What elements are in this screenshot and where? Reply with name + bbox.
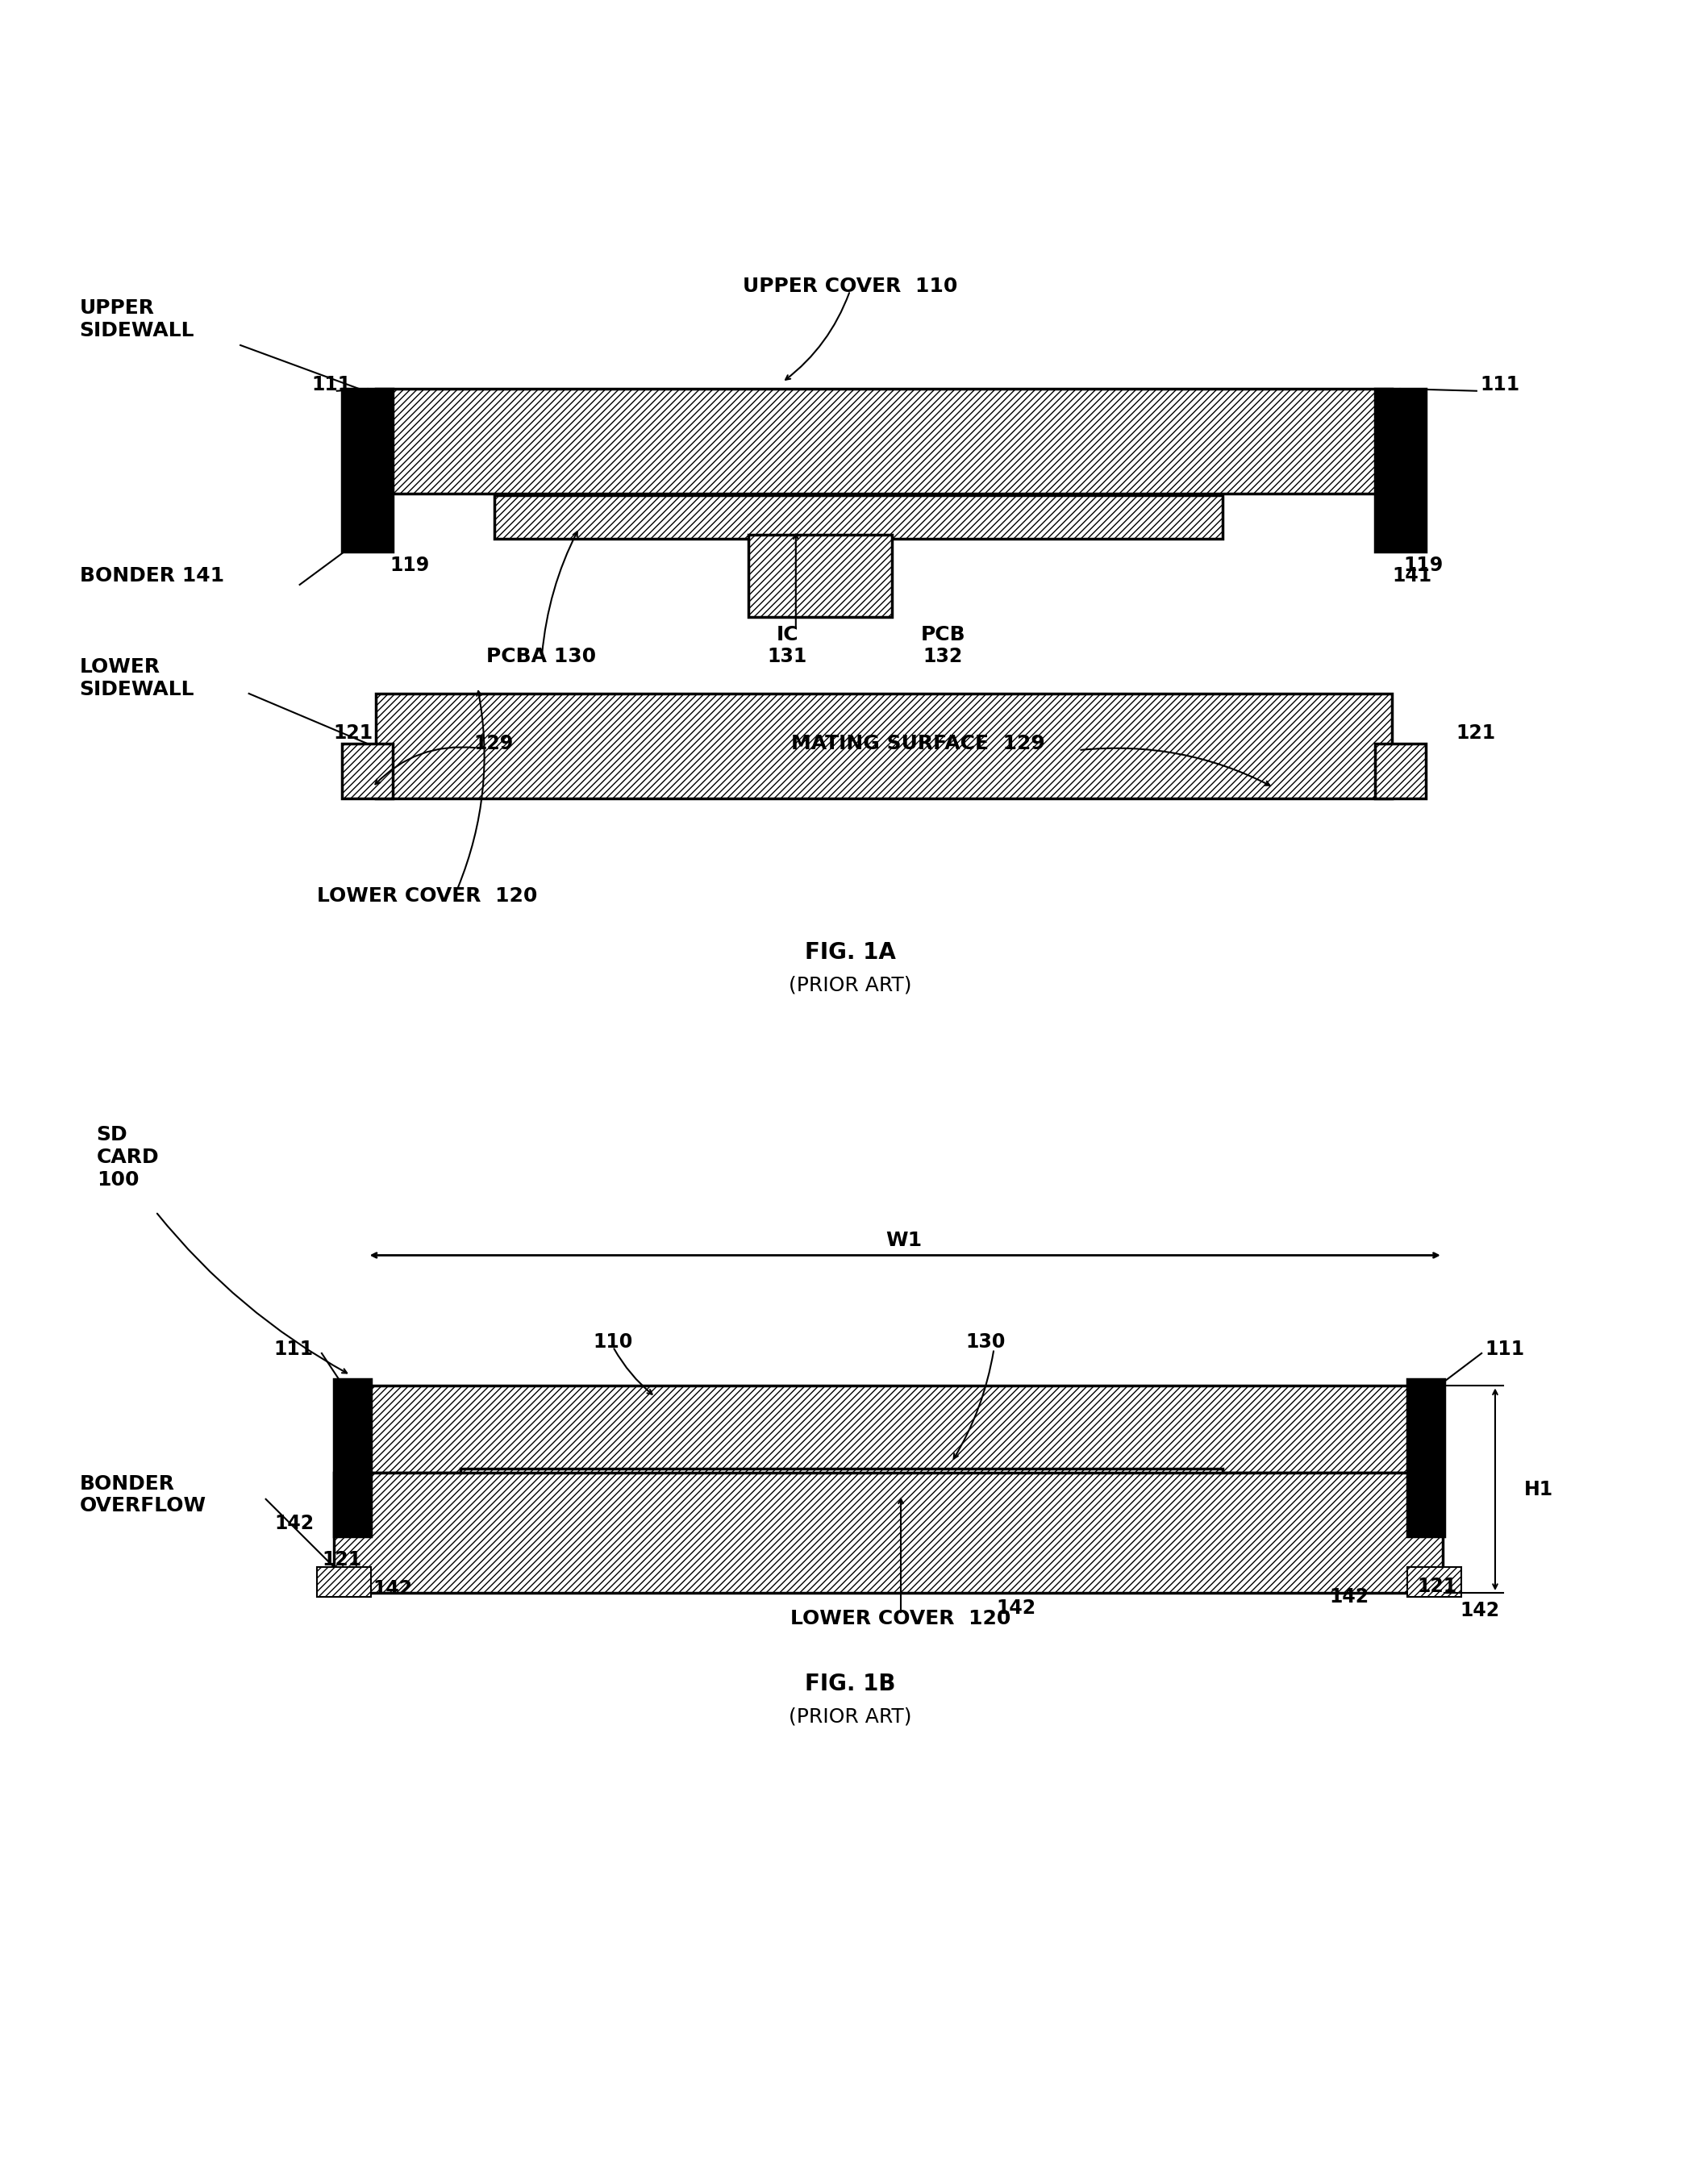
Text: 119: 119 <box>389 555 428 574</box>
Text: 110: 110 <box>593 1332 632 1352</box>
Text: 121: 121 <box>1457 723 1496 743</box>
Text: 111: 111 <box>274 1339 313 1358</box>
Text: W1: W1 <box>886 1230 923 1249</box>
Text: LOWER COVER  120: LOWER COVER 120 <box>316 887 537 906</box>
Text: 119: 119 <box>1404 555 1443 574</box>
Text: 111: 111 <box>1481 376 1520 393</box>
Text: LOWER COVER  120: LOWER COVER 120 <box>790 1610 1011 1629</box>
Bar <box>1408 1380 1445 1535</box>
Bar <box>748 535 892 618</box>
Bar <box>376 389 1392 494</box>
Text: H1: H1 <box>1523 1481 1554 1498</box>
Text: 111: 111 <box>1486 1339 1525 1358</box>
Text: UPPER COVER  110: UPPER COVER 110 <box>743 277 957 297</box>
Bar <box>333 1472 1443 1592</box>
Bar <box>495 496 1222 539</box>
Bar <box>1375 743 1426 797</box>
Bar <box>1408 1566 1462 1597</box>
Text: 142: 142 <box>1329 1588 1369 1607</box>
Bar <box>342 743 393 797</box>
Text: PCB: PCB <box>921 625 966 644</box>
Bar <box>376 695 1392 797</box>
Text: 129: 129 <box>474 734 513 753</box>
Bar <box>461 1468 1222 1498</box>
Text: 142: 142 <box>1460 1601 1499 1621</box>
Bar <box>367 1387 1409 1472</box>
Bar <box>1392 520 1418 553</box>
Text: MATING SURFACE  129: MATING SURFACE 129 <box>790 734 1044 753</box>
Bar <box>333 1380 371 1535</box>
Bar <box>342 389 393 553</box>
Bar <box>316 1566 371 1597</box>
Text: SD
CARD
100: SD CARD 100 <box>97 1125 160 1190</box>
Text: 111: 111 <box>311 376 352 393</box>
Text: FIG. 1A: FIG. 1A <box>804 941 896 963</box>
Text: FIG. 1B: FIG. 1B <box>804 1673 896 1695</box>
Text: 131: 131 <box>767 646 807 666</box>
Text: 132: 132 <box>923 646 962 666</box>
Text: 142: 142 <box>274 1514 314 1533</box>
Text: BONDER 141: BONDER 141 <box>80 566 224 585</box>
Text: 121: 121 <box>333 723 374 743</box>
Text: IC: IC <box>777 625 799 644</box>
Text: BONDER
OVERFLOW: BONDER OVERFLOW <box>80 1474 206 1516</box>
Text: 130: 130 <box>966 1332 1005 1352</box>
Text: 121: 121 <box>321 1551 362 1570</box>
Text: (PRIOR ART): (PRIOR ART) <box>789 976 911 996</box>
Bar <box>1375 389 1426 553</box>
Text: LOWER
SIDEWALL: LOWER SIDEWALL <box>80 657 194 699</box>
Text: 141: 141 <box>1392 566 1431 585</box>
Text: 142: 142 <box>372 1579 411 1599</box>
Text: 142: 142 <box>996 1599 1035 1618</box>
Bar <box>359 520 384 553</box>
Text: 121: 121 <box>1418 1577 1457 1597</box>
Text: (PRIOR ART): (PRIOR ART) <box>789 1708 911 1728</box>
Text: PCBA 130: PCBA 130 <box>486 646 595 666</box>
Text: UPPER
SIDEWALL: UPPER SIDEWALL <box>80 299 194 341</box>
